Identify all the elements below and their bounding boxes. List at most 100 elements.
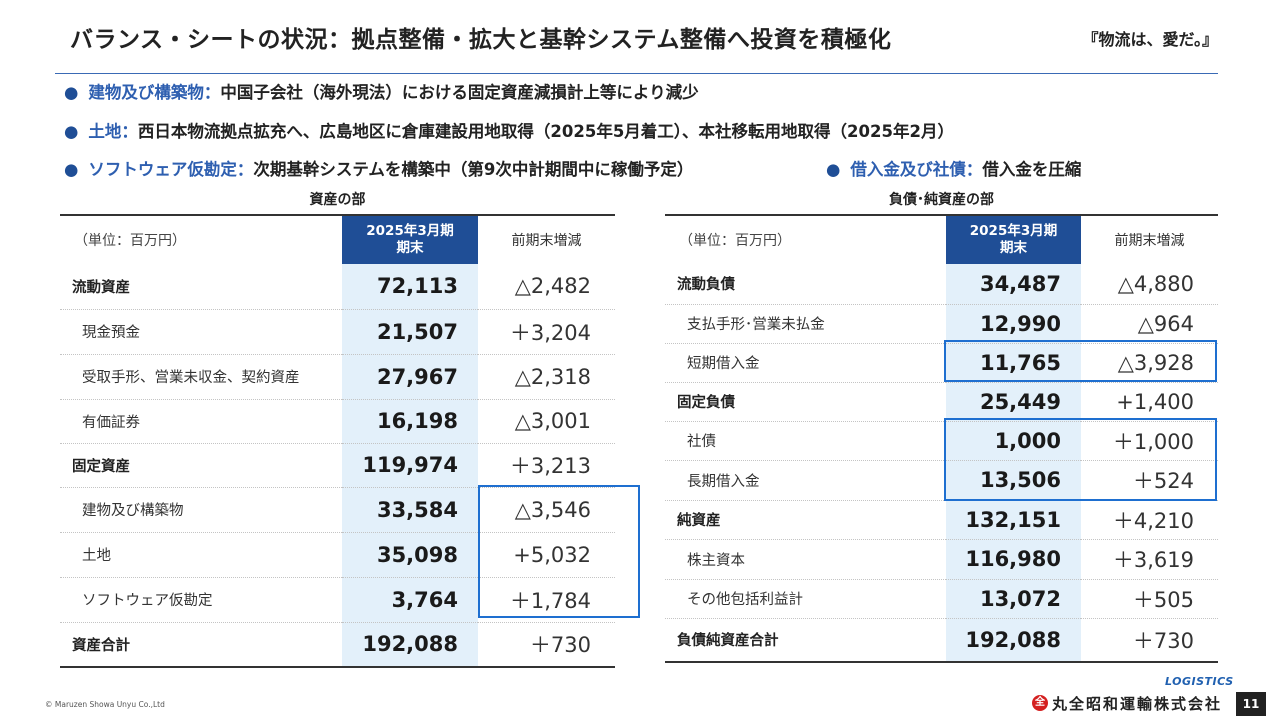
- row-label: ソフトウェア仮勘定: [60, 577, 342, 623]
- bullet-borrowings: ● 借入金及び社債：借入金を圧縮: [826, 156, 1081, 180]
- row-value: 192,088: [342, 622, 478, 668]
- row-value: 13,072: [946, 579, 1081, 619]
- row-value: 33,584: [342, 487, 478, 533]
- row-value: 34,487: [946, 264, 1081, 305]
- row-value: 13,506: [946, 460, 1081, 501]
- unit-label: （単位：百万円）: [60, 214, 342, 264]
- header-current-line1: 2025年3月期: [969, 223, 1058, 239]
- assets-table: （単位：百万円） 2025年3月期 期末 前期末増減 流動資産 72,113 △2,…: [60, 214, 615, 668]
- row-label: 社債: [665, 421, 946, 461]
- bullet-dot-icon: ●: [64, 160, 79, 179]
- liabilities-section-title: 負債･純資産の部: [889, 192, 994, 208]
- highlight-box-assets: [478, 485, 640, 618]
- company-logo-icon: 全: [1032, 695, 1048, 711]
- table-header-row: （単位：百万円） 2025年3月期 期末 前期末増減: [665, 214, 1218, 264]
- row-change: ＋3,619: [1081, 539, 1218, 580]
- row-value: 132,151: [946, 500, 1081, 540]
- row-change: ＋3,204: [478, 309, 615, 355]
- page-number: 11: [1236, 692, 1266, 716]
- row-change: ＋1,000: [1081, 421, 1218, 461]
- table-row: 有価証券 16,198 △3,001: [60, 399, 615, 444]
- logistics-logo: LOGISTICS: [1165, 675, 1234, 688]
- row-value: 1,000: [946, 421, 1081, 461]
- row-change: △4,880: [1081, 264, 1218, 305]
- table-row: 建物及び構築物 33,584 △3,546: [60, 487, 615, 533]
- row-change: +5,032: [478, 532, 615, 578]
- unit-label: （単位：百万円）: [665, 214, 946, 264]
- row-label: 短期借入金: [665, 343, 946, 383]
- bullet-key: 土地：: [88, 122, 138, 141]
- header-change: 前期末増減: [478, 214, 615, 264]
- copyright: © Maruzen Showa Unyu Co.,Ltd: [45, 700, 165, 709]
- row-label: 固定資産: [60, 443, 342, 488]
- table-row: 資産合計 192,088 ＋730: [60, 622, 615, 668]
- row-change: △3,001: [478, 399, 615, 444]
- row-change: △964: [1081, 304, 1218, 344]
- table-row: 固定負債 25,449 +1,400: [665, 382, 1218, 422]
- assets-section-title: 資産の部: [309, 192, 366, 208]
- row-label: 土地: [60, 532, 342, 578]
- bullet-land: ● 土地：西日本物流拠点拡充へ、広島地区に倉庫建設用地取得（2025年5月着工）、…: [64, 118, 954, 142]
- bullet-dot-icon: ●: [826, 160, 841, 179]
- row-change: +1,400: [1081, 382, 1218, 422]
- table-row: その他包括利益計 13,072 ＋505: [665, 579, 1218, 619]
- bullet-text: 次期基幹システムを構築中（第9次中計期間中に稼働予定）: [253, 160, 694, 179]
- row-label: その他包括利益計: [665, 579, 946, 619]
- row-value: 192,088: [946, 618, 1081, 663]
- row-value: 27,967: [342, 354, 478, 400]
- row-label: 流動負債: [665, 264, 946, 305]
- header-current-line1: 2025年3月期: [366, 223, 454, 239]
- table-row: 支払手形･営業未払金 12,990 △964: [665, 304, 1218, 344]
- tagline: 『物流は、愛だ。』: [1082, 30, 1218, 49]
- table-row: 純資産 132,151 ＋4,210: [665, 500, 1218, 540]
- row-value: 11,765: [946, 343, 1081, 383]
- bullet-buildings: ● 建物及び構築物：中国子会社（海外現法）における固定資産減損計上等により減少: [64, 79, 699, 103]
- row-value: 116,980: [946, 539, 1081, 580]
- table-header-row: （単位：百万円） 2025年3月期 期末 前期末増減: [60, 214, 615, 264]
- table-row: 短期借入金 11,765 △3,928: [665, 343, 1218, 383]
- header-current-period: 2025年3月期 期末: [342, 214, 478, 264]
- row-value: 16,198: [342, 399, 478, 444]
- row-change: ＋730: [478, 622, 615, 668]
- header-current-line2: 期末: [1000, 240, 1027, 256]
- highlight-box-short-term-loans: [944, 340, 1217, 382]
- bullet-key: ソフトウェア仮勘定：: [88, 160, 254, 179]
- row-value: 25,449: [946, 382, 1081, 422]
- highlight-box-bonds-long-term-loans: [944, 418, 1217, 501]
- table-row: 流動資産 72,113 △2,482: [60, 264, 615, 310]
- bullet-text: 中国子会社（海外現法）における固定資産減損計上等により減少: [220, 83, 699, 102]
- row-value: 12,990: [946, 304, 1081, 344]
- row-label: 株主資本: [665, 539, 946, 580]
- row-change: ＋1,784: [478, 577, 615, 623]
- row-label: 受取手形、営業未収金、契約資産: [60, 354, 342, 400]
- row-label: 固定負債: [665, 382, 946, 422]
- row-label: 純資産: [665, 500, 946, 540]
- row-change: △2,482: [478, 264, 615, 310]
- company-name: 丸全昭和運輸株式会社: [1052, 695, 1223, 713]
- table-row: 固定資産 119,974 ＋3,213: [60, 443, 615, 488]
- row-value: 35,098: [342, 532, 478, 578]
- row-label: 流動資産: [60, 264, 342, 310]
- row-change: △3,546: [478, 487, 615, 533]
- table-row: 現金預金 21,507 ＋3,204: [60, 309, 615, 355]
- bullet-software: ● ソフトウェア仮勘定：次期基幹システムを構築中（第9次中計期間中に稼働予定）: [64, 156, 693, 180]
- table-row: 負債純資産合計 192,088 ＋730: [665, 618, 1218, 663]
- row-change: △3,928: [1081, 343, 1218, 383]
- table-row: 社債 1,000 ＋1,000: [665, 421, 1218, 461]
- table-row: 流動負債 34,487 △4,880: [665, 264, 1218, 305]
- table-row: 株主資本 116,980 ＋3,619: [665, 539, 1218, 580]
- bullet-text: 借入金を圧縮: [982, 160, 1082, 179]
- row-label: 現金預金: [60, 309, 342, 355]
- row-change: ＋4,210: [1081, 500, 1218, 540]
- liabilities-table: （単位：百万円） 2025年3月期 期末 前期末増減 流動負債 34,487 △4,…: [665, 214, 1218, 663]
- bullet-key: 建物及び構築物：: [88, 83, 221, 102]
- header-current-period: 2025年3月期 期末: [946, 214, 1081, 264]
- title-divider: [55, 73, 1218, 74]
- row-value: 21,507: [342, 309, 478, 355]
- bullet-key: 借入金及び社債：: [850, 160, 983, 179]
- header-change: 前期末増減: [1081, 214, 1218, 264]
- row-label: 有価証券: [60, 399, 342, 444]
- row-label: 負債純資産合計: [665, 618, 946, 663]
- table-row: 受取手形、営業未収金、契約資産 27,967 △2,318: [60, 354, 615, 400]
- row-label: 建物及び構築物: [60, 487, 342, 533]
